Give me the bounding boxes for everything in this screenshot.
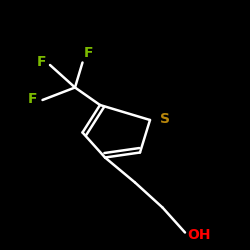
Text: OH: OH xyxy=(188,228,211,242)
Text: F: F xyxy=(37,56,46,70)
Text: S: S xyxy=(160,112,170,126)
Text: F: F xyxy=(84,46,93,60)
Text: F: F xyxy=(28,92,38,106)
